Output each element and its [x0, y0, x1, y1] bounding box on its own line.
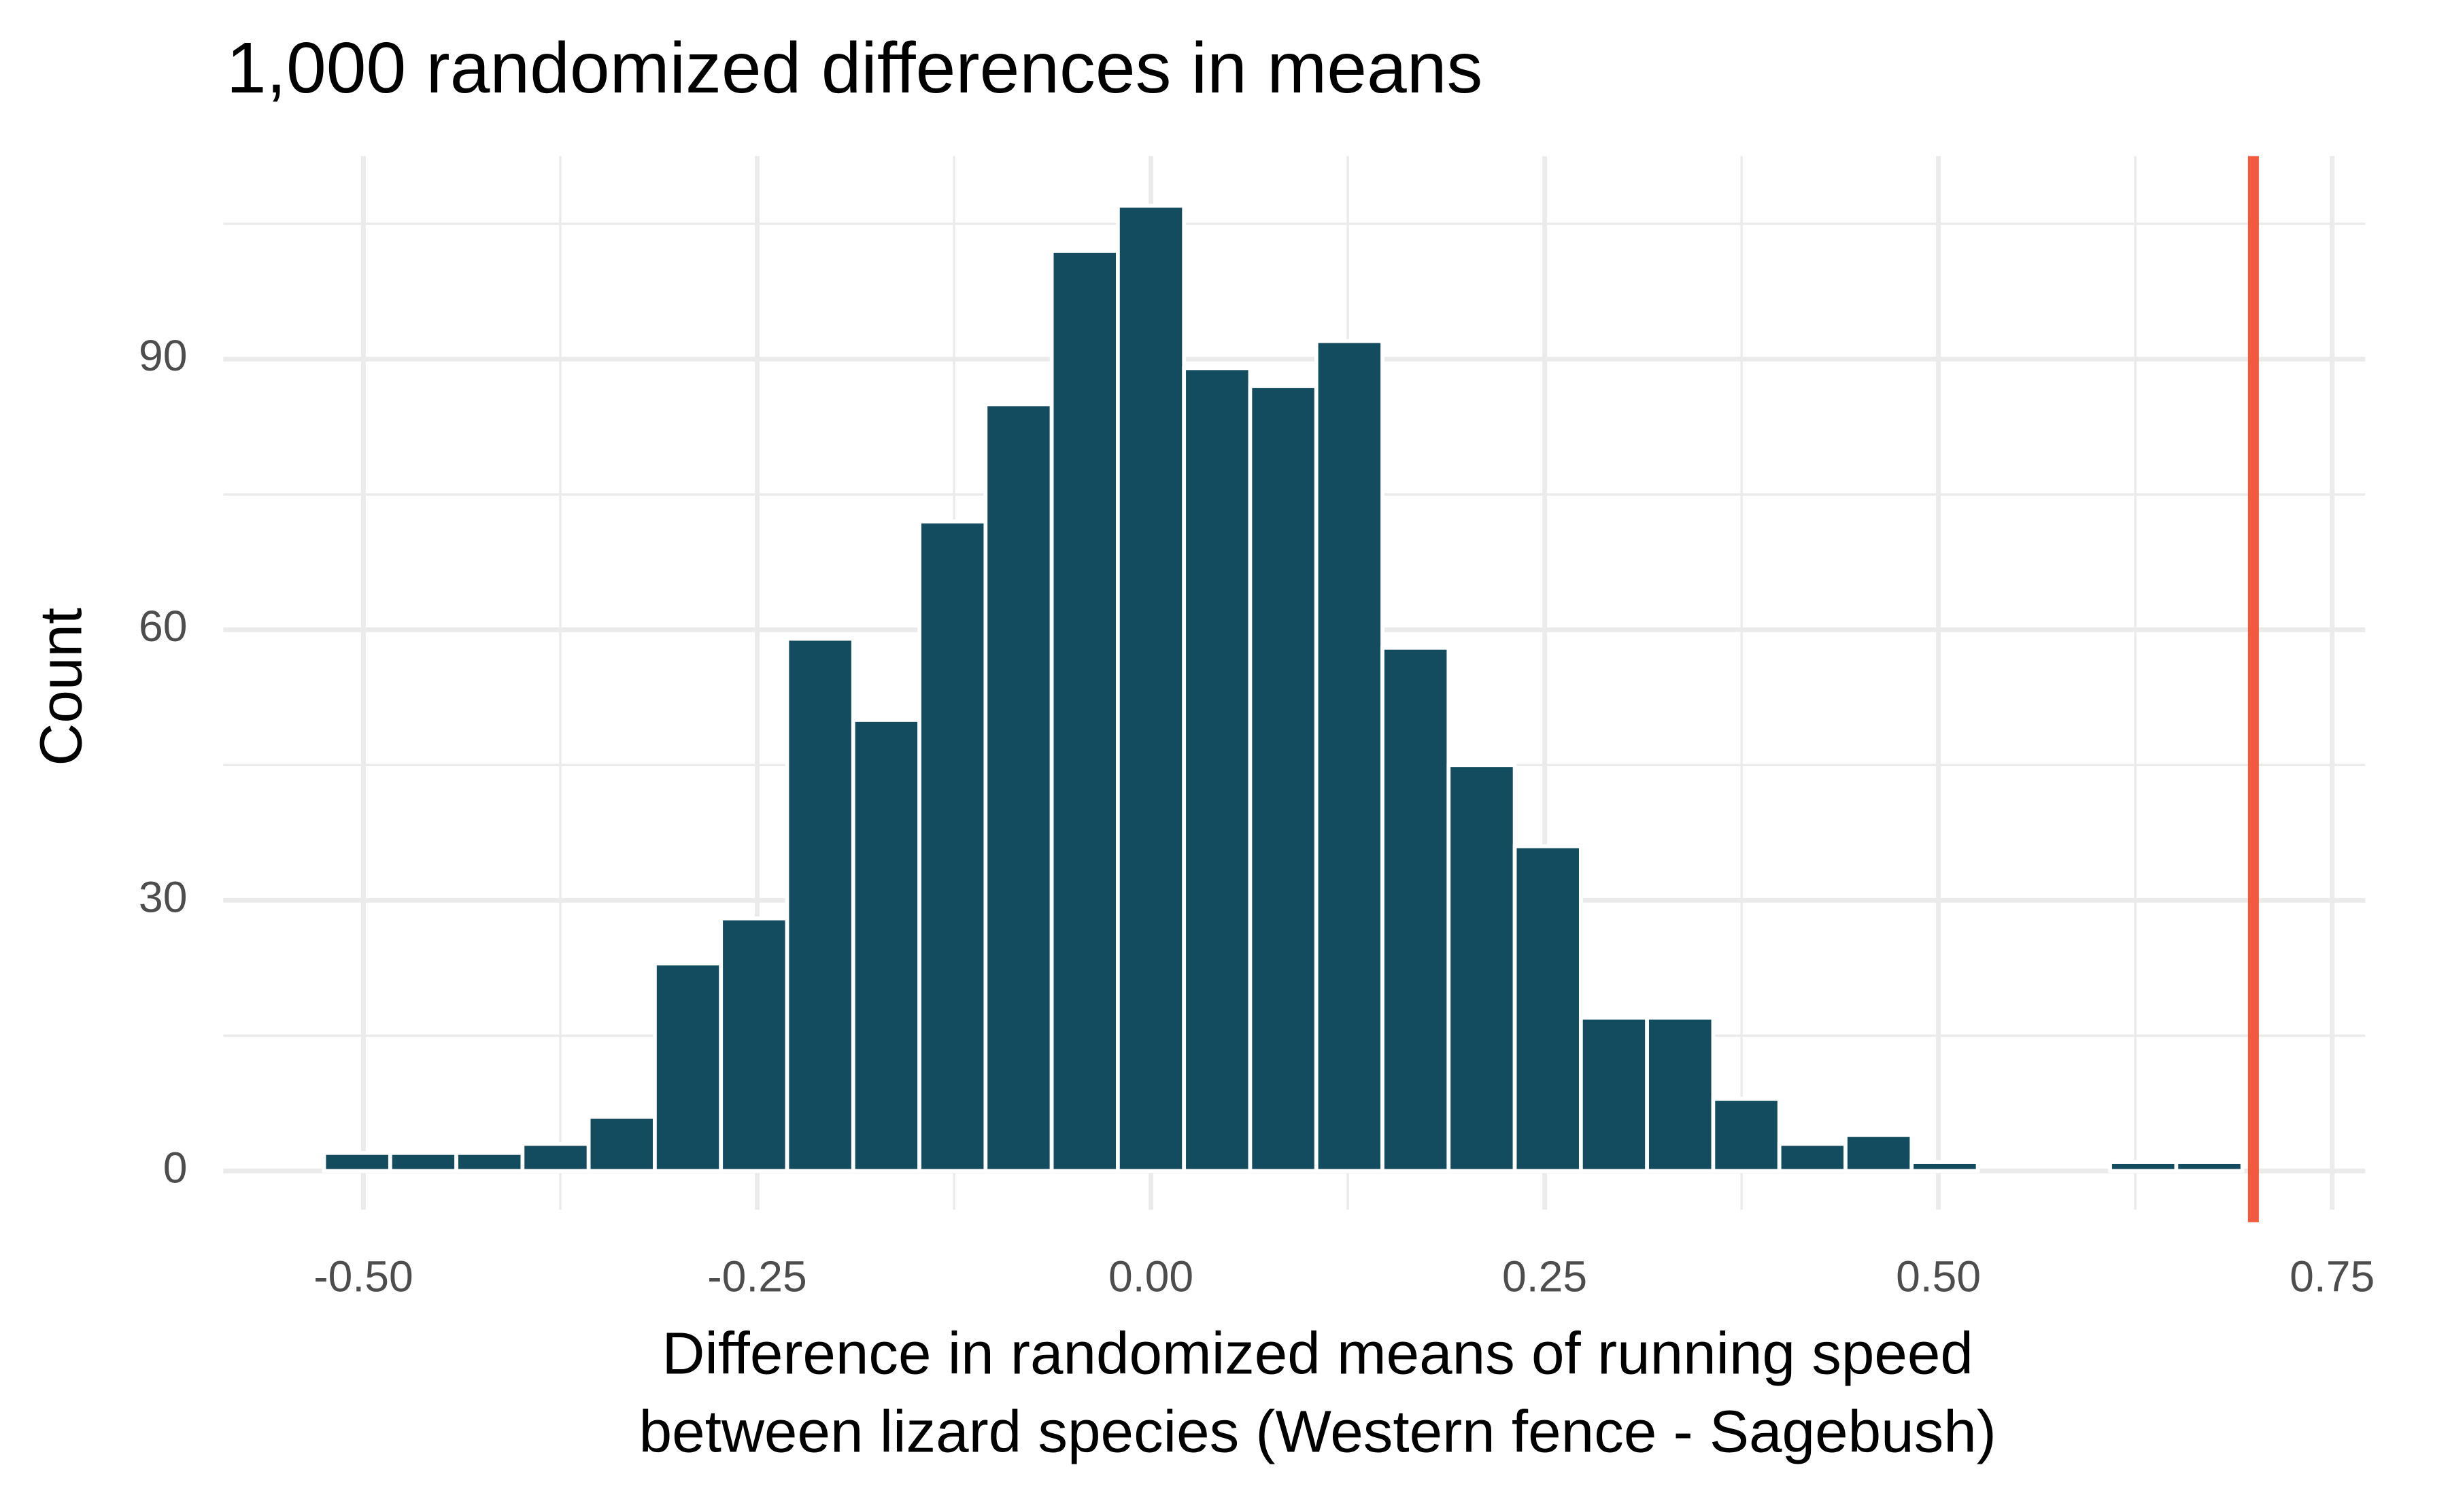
bar	[322, 1150, 392, 1173]
bar	[983, 402, 1054, 1173]
x-tick-label: 0.75	[2290, 1252, 2375, 1301]
bar	[520, 1141, 591, 1173]
bar	[719, 916, 789, 1173]
x-tick-label: -0.25	[707, 1252, 806, 1301]
y-tick-label: 30	[139, 872, 187, 921]
bar	[2108, 1160, 2179, 1173]
bar	[1380, 645, 1451, 1173]
bar	[851, 718, 921, 1173]
bar	[388, 1150, 458, 1173]
bar	[1314, 339, 1384, 1173]
bar	[1711, 1097, 1782, 1173]
bar	[1116, 203, 1187, 1173]
bar	[1512, 844, 1583, 1173]
y-tick-label: 60	[139, 602, 187, 651]
bar	[917, 519, 988, 1173]
bar	[1843, 1133, 1914, 1173]
bar	[1446, 763, 1517, 1173]
y-tick-label: 0	[163, 1143, 188, 1192]
bar	[454, 1150, 525, 1173]
x-tick-label: 0.25	[1502, 1252, 1587, 1301]
bar	[586, 1114, 657, 1173]
x-axis-title: Difference in randomized means of runnin…	[639, 1321, 1996, 1465]
x-tick-label: -0.50	[313, 1252, 413, 1301]
x-axis-title-line: Difference in randomized means of runnin…	[662, 1321, 1973, 1387]
bar	[1049, 249, 1120, 1173]
bar	[1578, 1015, 1650, 1173]
bar	[1645, 1015, 1716, 1173]
bar	[785, 636, 855, 1173]
x-tick-label: 0.00	[1108, 1252, 1193, 1301]
bar	[1909, 1160, 1980, 1173]
chart-title: 1,000 randomized differences in means	[226, 28, 1482, 108]
bar	[1248, 384, 1319, 1173]
bar	[653, 961, 724, 1173]
bar	[2174, 1160, 2245, 1173]
x-axis-title-line: between lizard species (Western fence - …	[639, 1398, 1996, 1464]
y-axis-title: Count	[28, 608, 94, 766]
bar	[1182, 366, 1253, 1173]
bar	[1777, 1141, 1848, 1173]
y-tick-label: 90	[139, 331, 187, 380]
x-tick-label: 0.50	[1896, 1252, 1981, 1301]
